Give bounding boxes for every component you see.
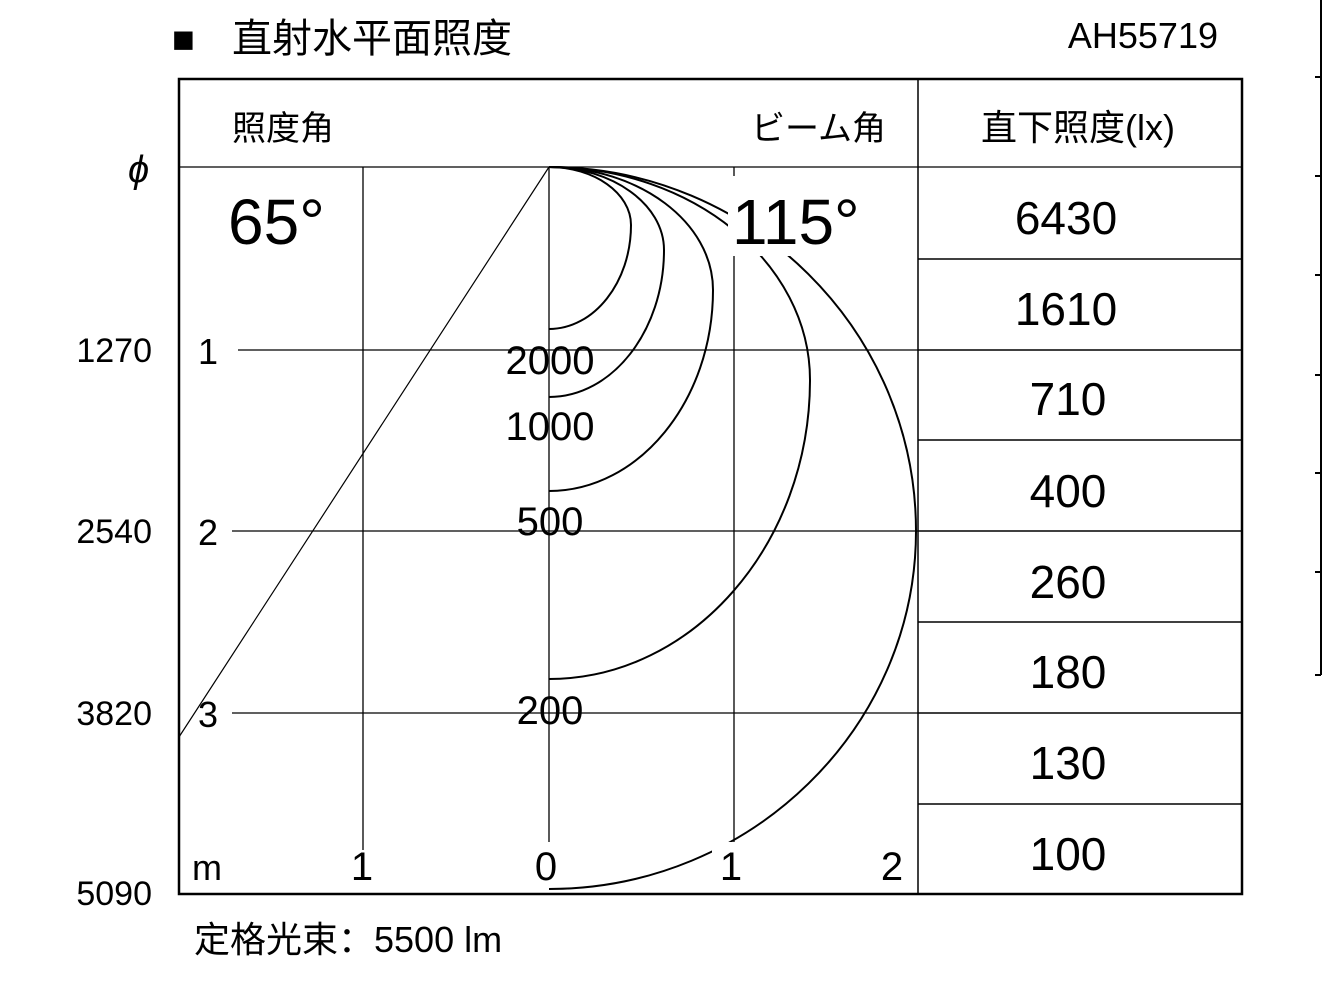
lux-value: 100 (1030, 828, 1107, 880)
lux-value: 6430 (1015, 192, 1117, 244)
lux-values: 6430 1610 710 400 260 180 130 100 (1015, 192, 1117, 880)
distance-label: 3 (198, 694, 218, 735)
model-number: AH55719 (1068, 15, 1218, 56)
right-edge-scale (1315, 0, 1322, 676)
grid (179, 166, 1242, 850)
rated-flux: 定格光束：5500 lm (194, 919, 502, 960)
contour-line (548, 166, 666, 398)
contour-line (548, 166, 715, 492)
lux-table-rows (918, 258, 1242, 805)
contour-label: 2000 (506, 339, 595, 383)
diameter-label: 1270 (76, 332, 152, 370)
lux-value: 1610 (1015, 283, 1117, 335)
tick-bg (528, 842, 568, 884)
contour-label: 1000 (506, 405, 595, 449)
lux-value: 130 (1030, 737, 1107, 789)
beam-angle-value: 115° (732, 186, 860, 258)
x-tick-label: 1 (351, 845, 373, 889)
x-tick-label: 1 (720, 845, 742, 889)
diameter-symbol: ϕ (128, 149, 149, 191)
lux-value: 400 (1030, 465, 1107, 517)
diameter-label: 3820 (76, 695, 152, 733)
page-title: 直射水平面照度 (232, 17, 512, 61)
diameter-label: 5090 (76, 875, 152, 913)
illuminance-angle-line (178, 166, 550, 738)
contour-label: 200 (517, 689, 584, 733)
lux-value: 180 (1030, 646, 1107, 698)
x-tick-label: 0 (535, 845, 557, 889)
illuminance-angle-label: 照度角 (232, 110, 334, 148)
outer-contour-line (548, 166, 918, 890)
beam-angle-label: ビーム角 (751, 110, 886, 148)
contour-line (548, 166, 633, 330)
diameter-label: 2540 (76, 513, 152, 551)
unit-label: m (192, 847, 222, 888)
contour-line (548, 166, 812, 680)
contour-group (548, 166, 918, 890)
beam-angle-bg (728, 176, 872, 256)
distance-label: 1 (198, 331, 218, 372)
chart-frame (177, 77, 1244, 896)
center-lux-label: 直下照度(lx) (981, 107, 1175, 148)
contour-label: 500 (517, 500, 584, 544)
distance-label: 2 (198, 512, 218, 553)
tick-bg (712, 842, 752, 884)
illuminance-angle-value: 65° (228, 186, 325, 258)
title-marker: ■ (172, 19, 195, 61)
lux-value: 260 (1030, 556, 1107, 608)
lux-value: 710 (1030, 373, 1107, 425)
x-tick-label: 2 (881, 845, 903, 889)
